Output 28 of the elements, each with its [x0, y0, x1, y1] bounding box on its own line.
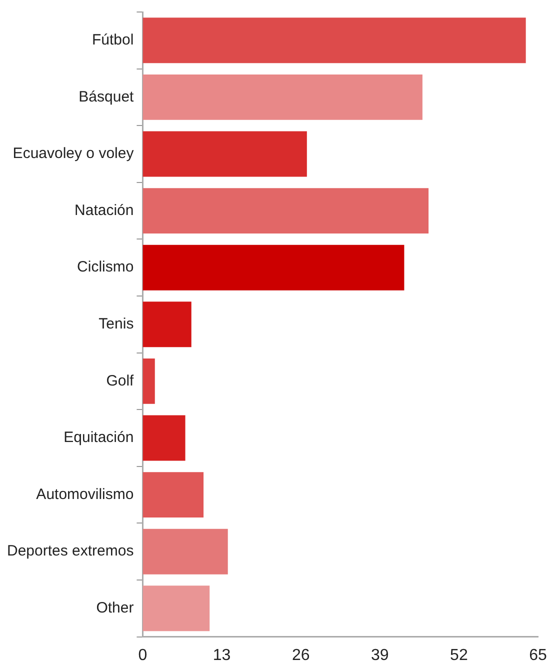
bar — [142, 74, 422, 120]
bar — [142, 302, 192, 348]
bar — [142, 131, 307, 177]
y-tick-label: Ciclismo — [77, 258, 134, 276]
x-tick-label: 0 — [138, 646, 148, 664]
y-tick-label: Automovilismo — [36, 486, 134, 503]
x-tick-label: 52 — [450, 646, 468, 664]
y-tick-label: Deportes extremos — [7, 542, 134, 560]
bar — [142, 415, 186, 461]
y-tick-label: Natación — [74, 202, 134, 219]
x-tick-label: 26 — [292, 646, 310, 664]
y-tick-label: Tenis — [98, 316, 134, 333]
y-tick-label: Fútbol — [92, 32, 134, 49]
y-tick-label: Básquet — [78, 88, 135, 106]
x-tick-label: 65 — [529, 646, 547, 664]
y-tick-label: Equitación — [64, 429, 134, 446]
bar — [142, 528, 228, 574]
x-tick-label: 39 — [370, 646, 389, 664]
y-tick-label: Golf — [106, 372, 135, 390]
bar — [142, 244, 404, 290]
bar — [142, 586, 210, 632]
bar — [142, 358, 155, 404]
y-tick-label: Ecuavoley o voley — [12, 145, 134, 162]
x-tick-label: 13 — [212, 646, 231, 664]
bar — [142, 188, 429, 234]
y-tick-label: Other — [96, 600, 134, 617]
bar — [142, 18, 526, 64]
bar — [142, 472, 204, 518]
